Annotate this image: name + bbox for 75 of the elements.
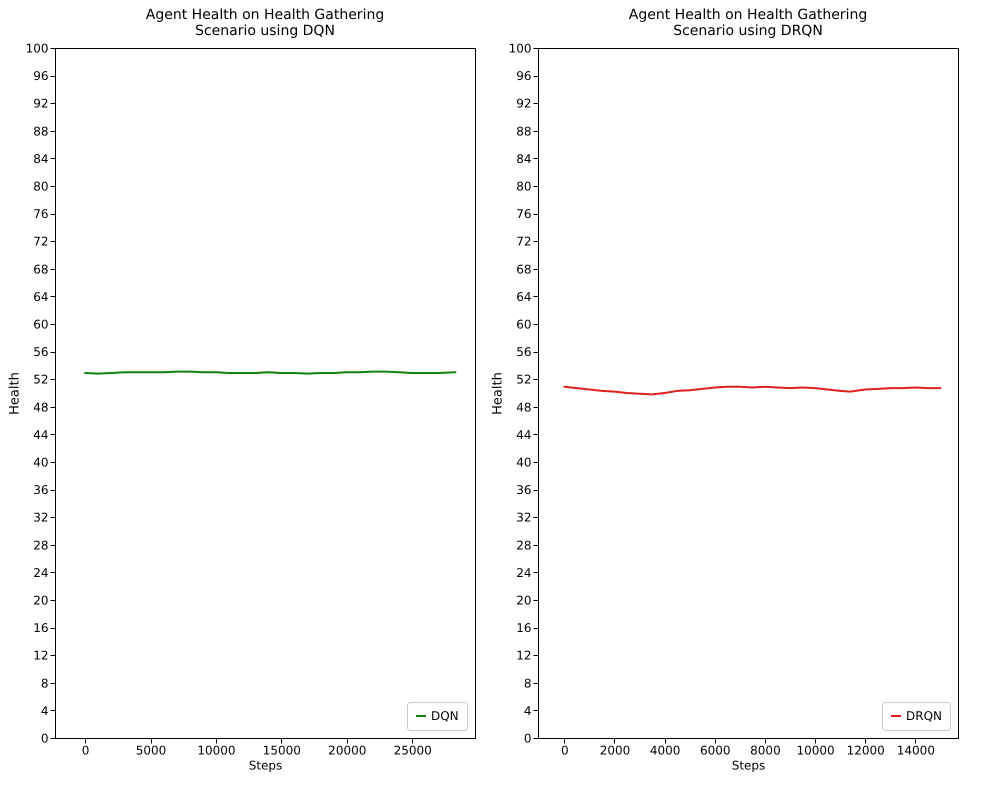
y-tick-label: 76 — [33, 207, 48, 222]
y-tick-label: 0 — [40, 732, 48, 746]
y-tick-label: 56 — [516, 345, 532, 360]
y-tick-label: 36 — [516, 483, 532, 498]
y-tick-label: 88 — [516, 124, 532, 138]
chart-title: Agent Health on Health Gathering Scenario using DQN — [146, 7, 384, 39]
y-tick-label: 56 — [33, 345, 48, 360]
y-tick-label: 64 — [33, 290, 48, 304]
y-tick-label: 28 — [516, 538, 532, 552]
y-tick-label: 20 — [33, 594, 48, 608]
y-tick-label: 76 — [516, 207, 532, 222]
y-tick-label: 96 — [33, 69, 48, 84]
legend-label: DQN — [431, 709, 459, 723]
y-tick-label: 100 — [508, 42, 532, 56]
y-tick-label: 52 — [33, 372, 48, 387]
x-axis-title: Steps — [732, 758, 766, 772]
x-axis-title: Steps — [248, 758, 282, 772]
y-tick-label: 48 — [33, 400, 48, 414]
y-tick-label: 40 — [516, 456, 532, 470]
x-tick-label: 0 — [82, 744, 90, 758]
x-tick-label: 25000 — [394, 744, 432, 758]
y-tick-label: 60 — [516, 318, 532, 332]
y-tick-label: 68 — [33, 262, 48, 276]
y-tick-label: 60 — [33, 318, 48, 332]
chart-title: Agent Health on Health Gathering Scenario using DRQN — [628, 7, 868, 39]
y-tick-label: 24 — [516, 566, 532, 580]
y-tick-label: 4 — [524, 704, 532, 718]
x-tick-label: 6000 — [700, 744, 731, 758]
y-tick-label: 80 — [516, 180, 532, 194]
y-tick-label: 84 — [33, 152, 48, 166]
y-axis-title: Health — [490, 372, 506, 415]
x-tick-label: 0 — [561, 744, 569, 758]
y-tick-label: 36 — [33, 483, 48, 498]
x-tick-label: 2000 — [600, 744, 630, 758]
y-tick-label: 12 — [516, 648, 532, 663]
x-tick-label: 10000 — [197, 744, 236, 758]
y-tick-label: 28 — [33, 538, 48, 552]
y-tick-label: 88 — [33, 124, 48, 138]
y-tick-label: 44 — [33, 428, 48, 442]
y-tick-label: 8 — [524, 676, 532, 690]
legend-label: DRQN — [906, 709, 942, 723]
x-tick-label: 8000 — [750, 744, 781, 758]
x-tick-label: 10000 — [796, 744, 835, 758]
y-tick-label: 4 — [40, 704, 48, 718]
y-tick-label: 72 — [33, 234, 48, 249]
y-tick-label: 96 — [516, 69, 532, 84]
y-tick-label: 68 — [516, 262, 532, 276]
x-tick-label: 14000 — [896, 744, 935, 758]
y-tick-label: 20 — [516, 594, 532, 608]
x-tick-label: 12000 — [846, 744, 885, 758]
x-tick-label: 15000 — [262, 744, 301, 758]
y-tick-label: 64 — [516, 290, 532, 304]
y-tick-label: 72 — [516, 234, 532, 249]
y-tick-label: 8 — [40, 676, 48, 690]
y-tick-label: 80 — [33, 180, 48, 194]
y-tick-label: 32 — [516, 510, 532, 525]
y-tick-label: 32 — [33, 510, 48, 525]
y-tick-label: 44 — [516, 428, 532, 442]
x-tick-label: 5000 — [136, 744, 166, 758]
y-tick-label: 0 — [524, 732, 532, 746]
y-tick-label: 16 — [516, 621, 532, 636]
y-tick-label: 100 — [26, 42, 48, 56]
y-axis-title: Health — [8, 372, 23, 415]
y-tick-label: 92 — [516, 96, 532, 111]
y-tick-label: 92 — [33, 96, 48, 111]
y-tick-label: 84 — [516, 152, 532, 166]
y-tick-label: 52 — [516, 372, 532, 387]
y-tick-label: 24 — [33, 566, 48, 580]
line-series — [563, 386, 942, 396]
y-tick-label: 40 — [33, 456, 48, 470]
x-tick-label: 4000 — [650, 744, 680, 758]
x-tick-label: 20000 — [328, 744, 366, 758]
y-tick-label: 16 — [33, 621, 48, 636]
y-tick-label: 48 — [516, 400, 532, 414]
y-tick-label: 12 — [33, 648, 48, 663]
